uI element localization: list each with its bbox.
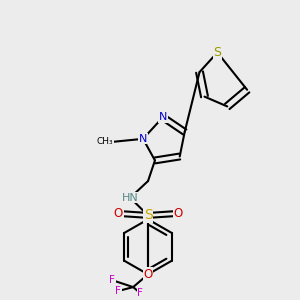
Text: F: F	[137, 288, 143, 298]
Text: HN: HN	[122, 193, 139, 203]
Text: N: N	[159, 112, 167, 122]
Text: O: O	[114, 207, 123, 220]
Text: F: F	[110, 275, 115, 285]
Text: S: S	[213, 46, 221, 59]
Text: S: S	[144, 208, 152, 222]
Text: CH₃: CH₃	[97, 137, 113, 146]
Text: O: O	[143, 268, 153, 281]
Text: O: O	[173, 207, 182, 220]
Text: F: F	[116, 286, 121, 296]
Text: N: N	[139, 134, 147, 144]
